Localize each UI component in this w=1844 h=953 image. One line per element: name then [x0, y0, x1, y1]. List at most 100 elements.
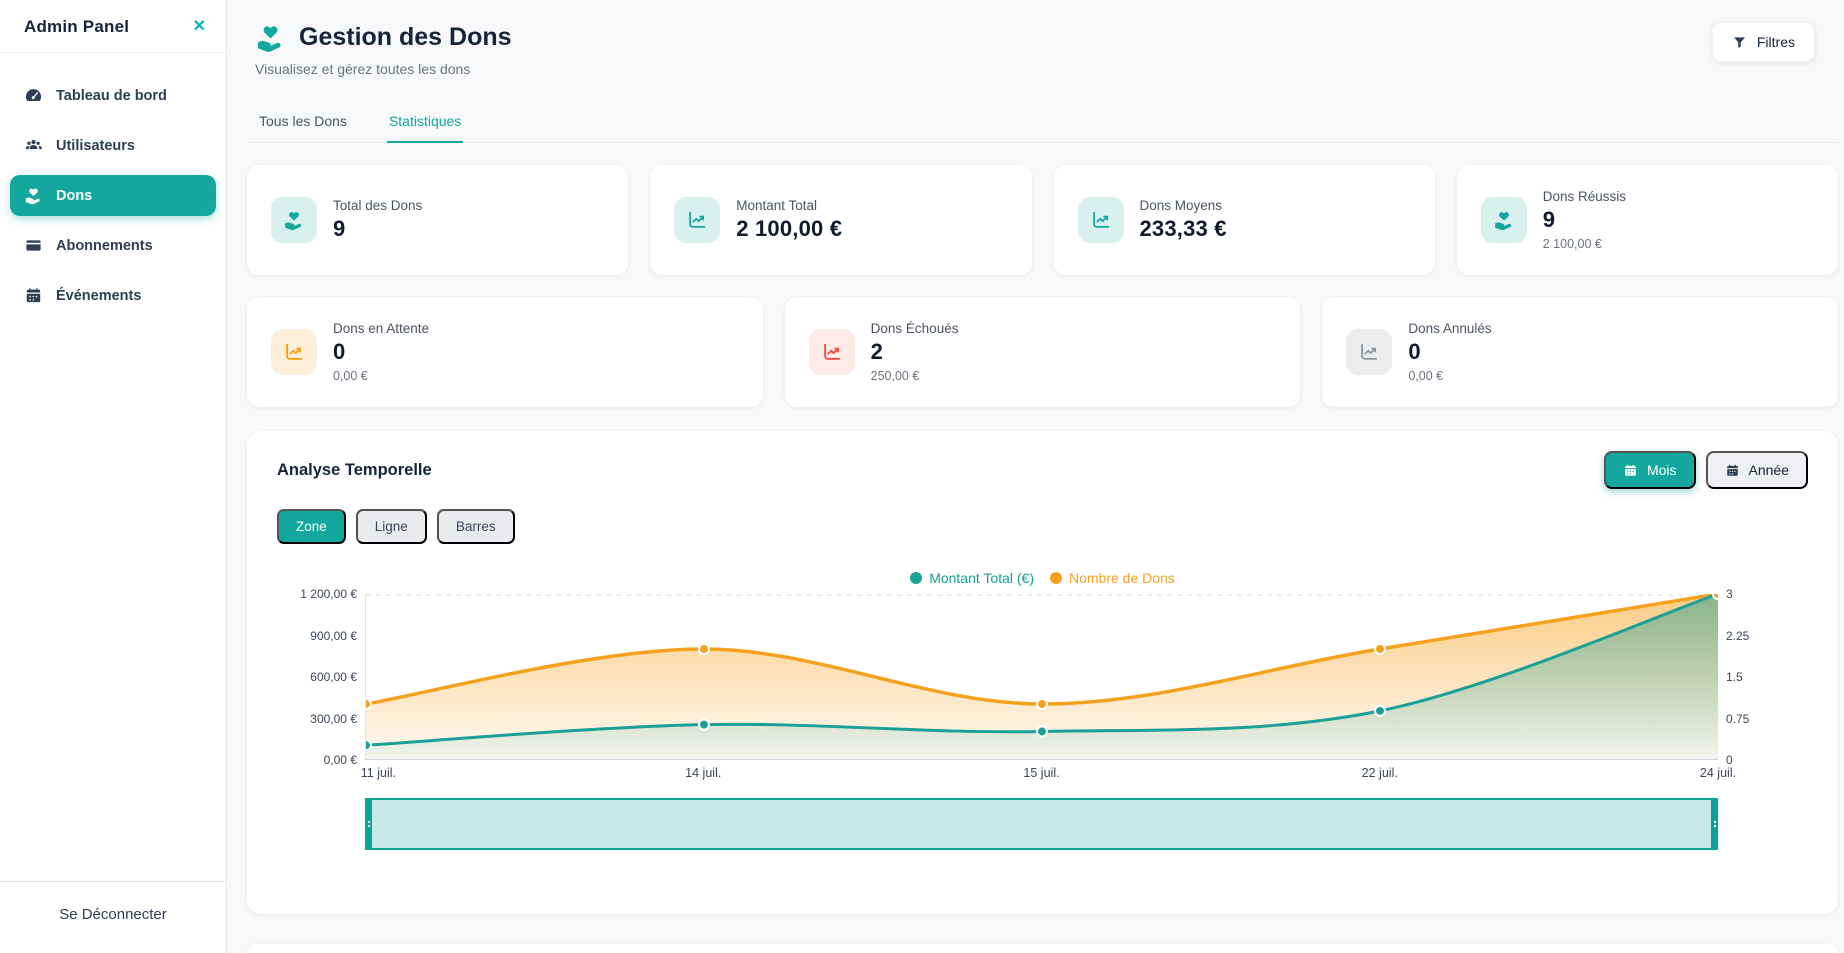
app-title: Admin Panel — [24, 17, 130, 36]
stat-value: 0 — [1408, 339, 1421, 364]
stat-card-total-des-dons: Total des Dons 9 — [247, 165, 629, 275]
chart-line-icon — [1346, 329, 1393, 375]
stat-label: Dons Annulés — [1408, 321, 1492, 336]
legend-item-montant-total[interactable]: Montant Total (€) — [910, 570, 1034, 586]
stat-label: Montant Total — [736, 198, 818, 213]
chart-area: 1 200,00 € 900,00 € 600,00 € 300,00 € 0,00 €… — [277, 587, 1808, 767]
legend-label: Nombre de Dons — [1068, 570, 1175, 586]
x-axis-label: 14 juil. — [685, 766, 722, 780]
sidebar-header: Admin Panel ✕ — [0, 0, 226, 53]
chart-plot[interactable] — [365, 594, 1718, 760]
x-axis-label: 24 juil. — [1699, 766, 1737, 780]
y-axis-tick: 300,00 € — [310, 711, 357, 726]
month-button[interactable]: Mois — [1603, 451, 1696, 489]
barres-button[interactable]: Barres — [436, 509, 515, 544]
chart-line-icon — [1077, 197, 1124, 243]
brush-handle-left[interactable] — [365, 798, 372, 850]
x-axis-label: 15 juil. — [1023, 766, 1060, 780]
tab-tous-les-dons[interactable]: Tous les Dons — [259, 113, 347, 129]
zone-button[interactable]: Zone — [277, 509, 346, 544]
y-axis-tick: 1 200,00 € — [300, 587, 357, 601]
stat-value: 2 100,00 € — [736, 216, 843, 241]
tab-bar: Tous les Dons Statistiques — [247, 104, 1838, 143]
tab-statistiques[interactable]: Statistiques — [386, 104, 464, 143]
funnel-icon — [1732, 35, 1747, 50]
legend-label: Montant Total (€) — [929, 570, 1034, 586]
next-section-card — [247, 944, 1838, 953]
hand-heart-icon — [24, 186, 43, 205]
stat-value: 2 — [870, 339, 884, 364]
sidebar-item-abonnements[interactable]: Abonnements — [10, 225, 216, 266]
x-axis: 11 juil. 14 juil. 15 juil. 22 juil. 24 juil. — [361, 764, 1736, 784]
chart-line-icon — [808, 329, 855, 375]
sidebar-item-label: Événements — [56, 287, 142, 304]
hand-heart-icon — [271, 197, 317, 243]
y-axis-right: 3 2.25 1.5 0.75 0 — [1718, 587, 1808, 767]
period-toggle: Mois Année — [1603, 451, 1808, 489]
sidebar-item-evenements[interactable]: Événements — [10, 275, 216, 316]
brush-grip — [367, 821, 370, 823]
sidebar-item-tableau-de-bord[interactable]: Tableau de bord — [10, 75, 216, 116]
filters-button[interactable]: Filtres — [1711, 22, 1815, 62]
filters-button-label: Filtres — [1756, 34, 1795, 50]
calendar-icon — [24, 286, 43, 305]
y-axis-tick: 0,00 € — [323, 753, 357, 767]
stat-subvalue: 250,00 € — [870, 369, 920, 383]
y-axis-tick: 2.25 — [1726, 628, 1750, 643]
dashboard-gauge-icon — [24, 86, 43, 105]
page-header: Gestion des Dons Visualisez et gérez tou… — [247, 22, 1838, 77]
sidebar-item-utilisateurs[interactable]: Utilisateurs — [10, 125, 216, 166]
stat-label: Dons Moyens — [1139, 198, 1223, 213]
close-icon[interactable]: ✕ — [192, 18, 206, 35]
brush-handle-right[interactable] — [1711, 798, 1718, 850]
y-axis-tick: 3 — [1726, 587, 1733, 601]
sidebar-item-label: Tableau de bord — [56, 87, 167, 104]
chart-line-icon — [674, 197, 721, 243]
sidebar-item-label: Abonnements — [56, 237, 153, 254]
stats-row-1: Total des Dons 9 Montant Total 2 100,00 … — [247, 165, 1838, 275]
sidebar: Admin Panel ✕ Tableau de bord Utilisateu… — [0, 0, 227, 953]
stat-card-dons-echoues: Dons Échoués 2 250,00 € — [784, 297, 1301, 407]
sidebar-item-label: Dons — [56, 187, 93, 204]
x-axis-label: 22 juil. — [1361, 766, 1398, 780]
sidebar-nav: Tableau de bord Utilisateurs Dons Abonne… — [0, 53, 226, 326]
x-axis-label: 11 juil. — [360, 766, 396, 780]
y-axis-tick: 0.75 — [1726, 711, 1750, 726]
legend-dot-teal — [910, 572, 923, 584]
calendar-icon — [1623, 463, 1638, 478]
sidebar-item-label: Utilisateurs — [56, 137, 135, 154]
y-axis-tick: 0 — [1726, 753, 1733, 767]
stats-row-2: Dons en Attente 0 0,00 € Dons Échoués 2 … — [247, 297, 1838, 407]
y-axis-tick: 900,00 € — [310, 628, 357, 643]
chart-range-brush[interactable] — [365, 798, 1718, 850]
calendar-icon — [1725, 463, 1740, 478]
y-axis-left: 1 200,00 € 900,00 € 600,00 € 300,00 € 0,00 € — [277, 587, 365, 767]
legend-dot-orange — [1049, 572, 1062, 584]
stat-card-dons-en-attente: Dons en Attente 0 0,00 € — [247, 297, 763, 407]
chart-line-icon — [271, 329, 317, 375]
sidebar-item-dons[interactable]: Dons — [10, 175, 216, 216]
ligne-button[interactable]: Ligne — [355, 509, 427, 544]
stat-value: 9 — [333, 216, 346, 241]
hand-heart-icon — [1480, 197, 1527, 243]
stat-subvalue: 0,00 € — [333, 369, 368, 383]
users-icon — [24, 136, 43, 155]
legend-item-nombre-de-dons[interactable]: Nombre de Dons — [1049, 570, 1175, 586]
chart-type-toggle: Zone Ligne Barres — [277, 509, 1808, 544]
logout-button[interactable]: Se Déconnecter — [0, 881, 226, 953]
stat-label: Total des Dons — [333, 198, 423, 213]
stat-card-dons-moyens: Dons Moyens 233,33 € — [1053, 165, 1435, 275]
hand-heart-icon — [255, 22, 286, 53]
page-title: Gestion des Dons — [299, 23, 512, 51]
stat-value: 9 — [1542, 207, 1556, 232]
stat-label: Dons en Attente — [333, 321, 430, 336]
brush-grip — [1713, 821, 1716, 823]
area-chart-svg — [366, 594, 1718, 759]
year-button[interactable]: Année — [1705, 451, 1808, 489]
year-button-label: Année — [1748, 462, 1789, 478]
analysis-title: Analyse Temporelle — [277, 460, 432, 479]
stat-card-dons-reussis: Dons Réussis 9 2 100,00 € — [1456, 165, 1838, 275]
page-subtitle: Visualisez et gérez toutes les dons — [255, 61, 471, 77]
stat-value: 233,33 € — [1139, 216, 1227, 241]
main-content: Gestion des Dons Visualisez et gérez tou… — [227, 0, 1844, 953]
